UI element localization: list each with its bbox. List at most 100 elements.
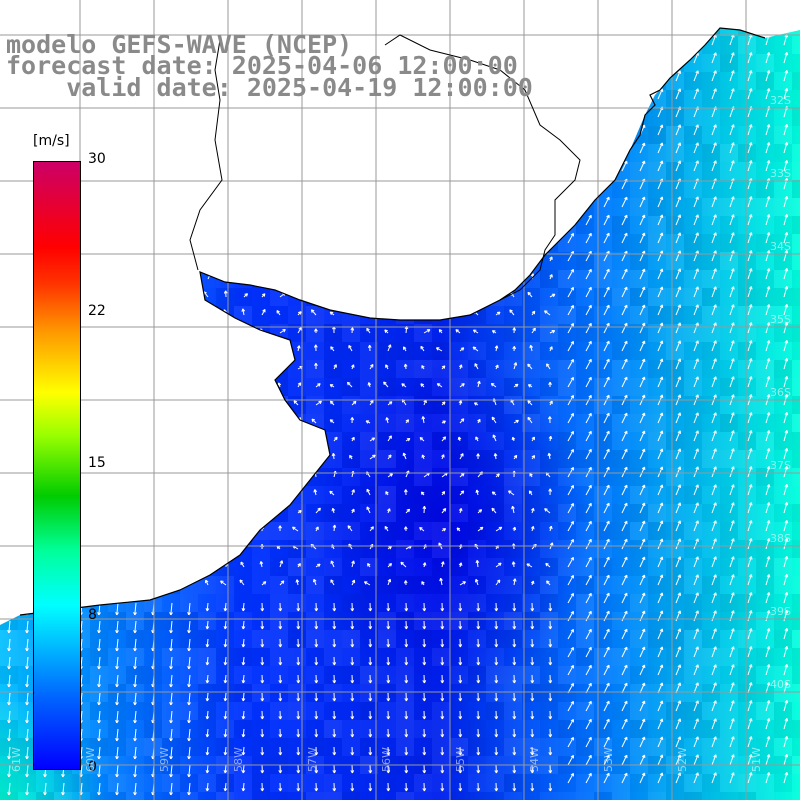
field-cell <box>162 612 180 630</box>
wind-arrow <box>24 381 29 388</box>
field-cell <box>612 108 630 126</box>
wind-arrow <box>134 382 138 387</box>
wind-arrow <box>495 275 500 280</box>
field-cell <box>486 198 504 216</box>
field-cell <box>720 36 738 54</box>
wind-arrow <box>134 201 138 208</box>
field-cell <box>468 792 486 800</box>
wind-arrow <box>258 148 263 154</box>
wind-arrow <box>438 329 443 334</box>
field-cell <box>576 108 594 126</box>
field-cell <box>486 306 504 324</box>
field-cell <box>270 270 288 288</box>
wind-arrow <box>367 40 372 46</box>
field-cell <box>576 234 594 252</box>
field-cell <box>306 162 324 180</box>
field-cell <box>756 306 774 324</box>
wind-arrow <box>367 128 372 136</box>
field-cell <box>774 306 792 324</box>
wind-arrow <box>315 147 322 154</box>
wind-arrow <box>530 129 534 136</box>
field-cell <box>774 720 792 738</box>
field-cell <box>702 414 720 432</box>
field-cell <box>180 468 198 486</box>
field-cell <box>504 378 522 396</box>
field-cell <box>756 54 774 72</box>
field-cell <box>90 108 108 126</box>
wind-arrow <box>455 185 461 190</box>
wind-arrow <box>329 311 335 316</box>
field-cell <box>522 198 540 216</box>
wind-arrow <box>277 346 281 352</box>
field-cell <box>612 396 630 414</box>
wind-arrow <box>386 145 391 154</box>
wind-arrow <box>494 345 499 352</box>
field-cell <box>630 792 648 800</box>
field-cell <box>648 504 666 522</box>
wind-arrow <box>187 274 192 280</box>
field-cell <box>756 738 774 756</box>
wind-arrow <box>117 546 122 550</box>
field-cell <box>108 252 126 270</box>
wind-arrow <box>473 258 479 262</box>
field-cell <box>576 0 594 18</box>
field-cell <box>648 270 666 288</box>
field-cell <box>216 234 234 252</box>
field-cell <box>612 522 630 540</box>
field-cell <box>540 558 558 576</box>
wind-arrow <box>99 380 103 388</box>
field-cell <box>450 360 468 378</box>
field-cell <box>612 72 630 90</box>
field-cell <box>774 378 792 396</box>
wind-arrow <box>783 322 789 334</box>
field-cell <box>252 288 270 306</box>
field-cell <box>252 684 270 702</box>
wind-arrow <box>204 362 209 370</box>
wind-arrow <box>693 88 699 100</box>
field-cell <box>792 720 800 738</box>
field-cell <box>666 72 684 90</box>
field-cell <box>630 504 648 522</box>
field-cell <box>180 774 198 792</box>
field-cell <box>612 432 630 450</box>
wind-arrow <box>297 311 302 316</box>
field-cell <box>180 360 198 378</box>
field-cell <box>0 774 18 792</box>
field-cell <box>558 612 576 630</box>
field-cell <box>234 666 252 684</box>
field-cell <box>792 144 800 162</box>
field-cell <box>360 612 378 630</box>
wind-arrow <box>585 124 592 136</box>
field-cell <box>108 288 126 306</box>
field-cell <box>666 576 684 594</box>
field-cell <box>756 180 774 198</box>
field-cell <box>702 270 720 288</box>
field-cell <box>774 126 792 144</box>
field-cell <box>792 162 800 180</box>
field-cell <box>108 306 126 324</box>
field-cell <box>378 270 396 288</box>
field-cell <box>432 450 450 468</box>
field-cell <box>198 126 216 144</box>
field-cell <box>558 720 576 738</box>
wind-arrow <box>346 203 353 208</box>
wind-arrow <box>257 489 263 496</box>
field-cell <box>486 216 504 234</box>
field-cell <box>468 144 486 162</box>
field-cell <box>414 28 432 36</box>
wind-arrow <box>117 236 122 244</box>
wind-arrow <box>747 322 753 334</box>
field-cell <box>432 720 450 738</box>
field-cell <box>756 522 774 540</box>
wind-arrow <box>675 160 681 172</box>
wind-arrow <box>187 400 192 406</box>
field-cell <box>324 738 342 756</box>
wind-arrow <box>783 286 789 298</box>
field-cell <box>144 468 162 486</box>
field-cell <box>126 522 144 540</box>
field-cell <box>738 558 756 576</box>
wind-arrow <box>9 184 13 190</box>
field-cell <box>504 774 522 792</box>
field-cell <box>378 144 396 162</box>
field-cell <box>414 684 432 702</box>
